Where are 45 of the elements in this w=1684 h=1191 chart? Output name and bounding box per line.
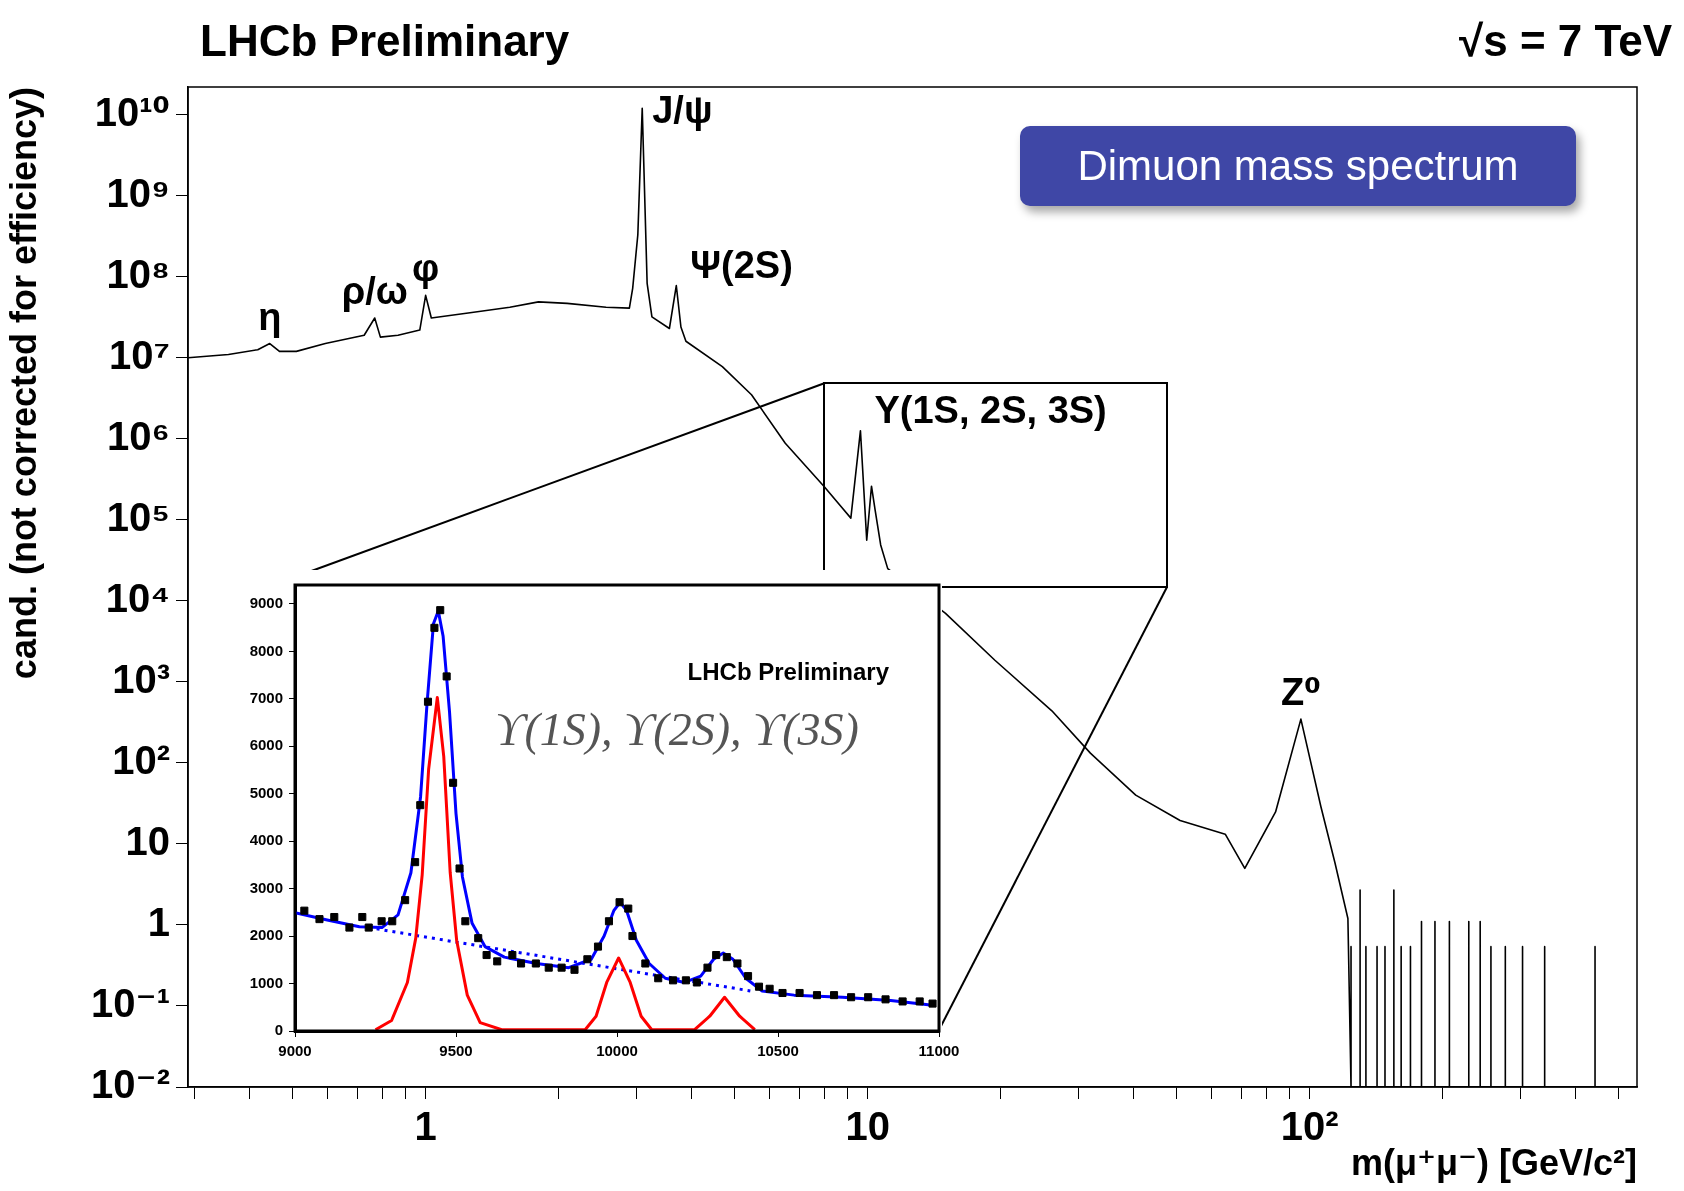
x-tick-label: 1 bbox=[414, 1104, 437, 1149]
y-tick-label: 10¹⁰ bbox=[94, 89, 170, 134]
x-axis-title: m(μ⁺μ⁻) [GeV/c²] bbox=[1350, 1142, 1637, 1184]
annotation: φ bbox=[412, 247, 440, 290]
annotation: LHCb Preliminary bbox=[687, 658, 890, 685]
y-tick-label: 5000 bbox=[249, 783, 283, 801]
annotation: J/ψ bbox=[652, 89, 713, 131]
y-tick-label: 10² bbox=[112, 737, 170, 782]
text: √s = 7 TeV bbox=[1459, 16, 1673, 65]
annotation: Υ(1S, 2S, 3S) bbox=[874, 388, 1107, 431]
y-tick-label: 2000 bbox=[249, 926, 283, 944]
x-tick-label: 9500 bbox=[439, 1042, 473, 1060]
y-tick-label: 4000 bbox=[249, 831, 283, 849]
y-tick-label: 8000 bbox=[249, 641, 283, 659]
x-tick-label: 10000 bbox=[596, 1042, 638, 1060]
y-tick-label: 1000 bbox=[249, 973, 283, 991]
annotation: Ψ(2S) bbox=[690, 243, 793, 286]
annotation: ρ/ω bbox=[341, 270, 408, 312]
annotation: Dimuon mass spectrum bbox=[1020, 126, 1576, 206]
y-tick-label: 7000 bbox=[249, 689, 283, 707]
y-tick-label: 10⁶ bbox=[107, 413, 170, 458]
x-tick-label: 10500 bbox=[757, 1042, 799, 1060]
y-tick-label: 10⁻² bbox=[91, 1062, 170, 1107]
annotation: Z⁰ bbox=[1280, 671, 1321, 714]
y-tick-label: 3000 bbox=[249, 878, 283, 896]
y-tick-label: 10⁹ bbox=[106, 170, 170, 215]
x-tick-label: 11000 bbox=[918, 1042, 960, 1060]
x-tick-label: 10² bbox=[1280, 1104, 1339, 1149]
y-tick-label: 10³ bbox=[112, 656, 170, 701]
y-tick-label: 10⁸ bbox=[106, 251, 170, 296]
y-tick-label: 1 bbox=[147, 899, 170, 944]
x-tick-label: 9000 bbox=[278, 1042, 312, 1060]
x-tick-label: 10 bbox=[845, 1104, 890, 1149]
y-tick-label: 10⁴ bbox=[105, 575, 170, 620]
y-tick-label: 9000 bbox=[249, 594, 283, 612]
y-tick-label: 10⁵ bbox=[106, 494, 170, 539]
chart-title: LHCb Preliminary bbox=[200, 16, 570, 65]
y-tick-label: 0 bbox=[274, 1021, 283, 1039]
y-tick-label: 10 bbox=[125, 818, 170, 863]
y-tick-label: 6000 bbox=[249, 736, 283, 754]
annotation: η bbox=[258, 295, 282, 338]
y-tick-label: 10⁻¹ bbox=[91, 981, 170, 1026]
y-tick-label: 10⁷ bbox=[109, 332, 170, 377]
y-axis-title: cand. (not corrected for efficiency) bbox=[2, 87, 44, 680]
annotation: ϒ(1S), ϒ(2S), ϒ(3S) bbox=[495, 704, 859, 755]
